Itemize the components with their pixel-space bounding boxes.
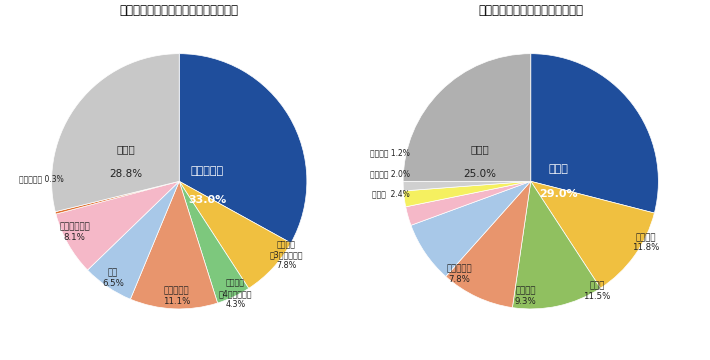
Text: 25.0%: 25.0% — [463, 168, 496, 179]
Text: 金融機関等 0.3%: 金融機関等 0.3% — [19, 174, 64, 183]
Wedge shape — [179, 181, 291, 288]
Text: 33.0%: 33.0% — [188, 195, 226, 206]
Wedge shape — [55, 181, 179, 214]
Text: 28.8%: 28.8% — [109, 168, 142, 179]
Wedge shape — [403, 181, 531, 207]
Text: 一般事務所
11.1%: 一般事務所 11.1% — [163, 287, 190, 306]
Wedge shape — [446, 181, 531, 307]
Wedge shape — [131, 181, 217, 309]
Title: 侵入窃盗の発生場所別認知件数の割合: 侵入窃盗の発生場所別認知件数の割合 — [120, 4, 239, 17]
Wedge shape — [531, 181, 655, 288]
Text: 忍込み
11.5%: 忍込み 11.5% — [584, 282, 611, 301]
Wedge shape — [405, 181, 531, 225]
Text: 共同住宅
（4階建以上）
4.3%: 共同住宅 （4階建以上） 4.3% — [219, 279, 252, 309]
Text: 商店
6.5%: 商店 6.5% — [102, 269, 124, 288]
Wedge shape — [179, 54, 307, 243]
Text: 事務所荒し
7.8%: 事務所荒し 7.8% — [447, 265, 472, 284]
Text: 空き巣: 空き巣 — [549, 163, 569, 174]
Wedge shape — [52, 54, 179, 212]
Title: 侵入窃盗の手口別認知件数の割合: 侵入窃盗の手口別認知件数の割合 — [479, 4, 583, 17]
Wedge shape — [179, 181, 248, 303]
Text: 居空き  2.4%: 居空き 2.4% — [371, 190, 409, 199]
Text: 共同住宅
（3階建以下）
7.8%: 共同住宅 （3階建以下） 7.8% — [270, 240, 303, 270]
Text: 生活環境営業
8.1%: 生活環境営業 8.1% — [59, 223, 90, 242]
Text: 出店荒し
11.8%: 出店荒し 11.8% — [632, 233, 660, 252]
Wedge shape — [513, 181, 601, 309]
Text: その他: その他 — [116, 144, 135, 154]
Text: 一戸建住宅: 一戸建住宅 — [191, 166, 224, 176]
Wedge shape — [403, 54, 531, 181]
Text: その他: その他 — [470, 144, 489, 154]
Wedge shape — [403, 181, 531, 191]
Text: 倉庫荒し
9.3%: 倉庫荒し 9.3% — [515, 287, 537, 306]
Wedge shape — [411, 181, 531, 276]
Wedge shape — [87, 181, 179, 299]
Text: 29.0%: 29.0% — [540, 189, 578, 199]
Wedge shape — [56, 181, 179, 270]
Text: 学校荒し 1.2%: 学校荒し 1.2% — [371, 149, 410, 158]
Wedge shape — [531, 54, 658, 213]
Text: 金庫破り 2.0%: 金庫破り 2.0% — [371, 169, 410, 178]
